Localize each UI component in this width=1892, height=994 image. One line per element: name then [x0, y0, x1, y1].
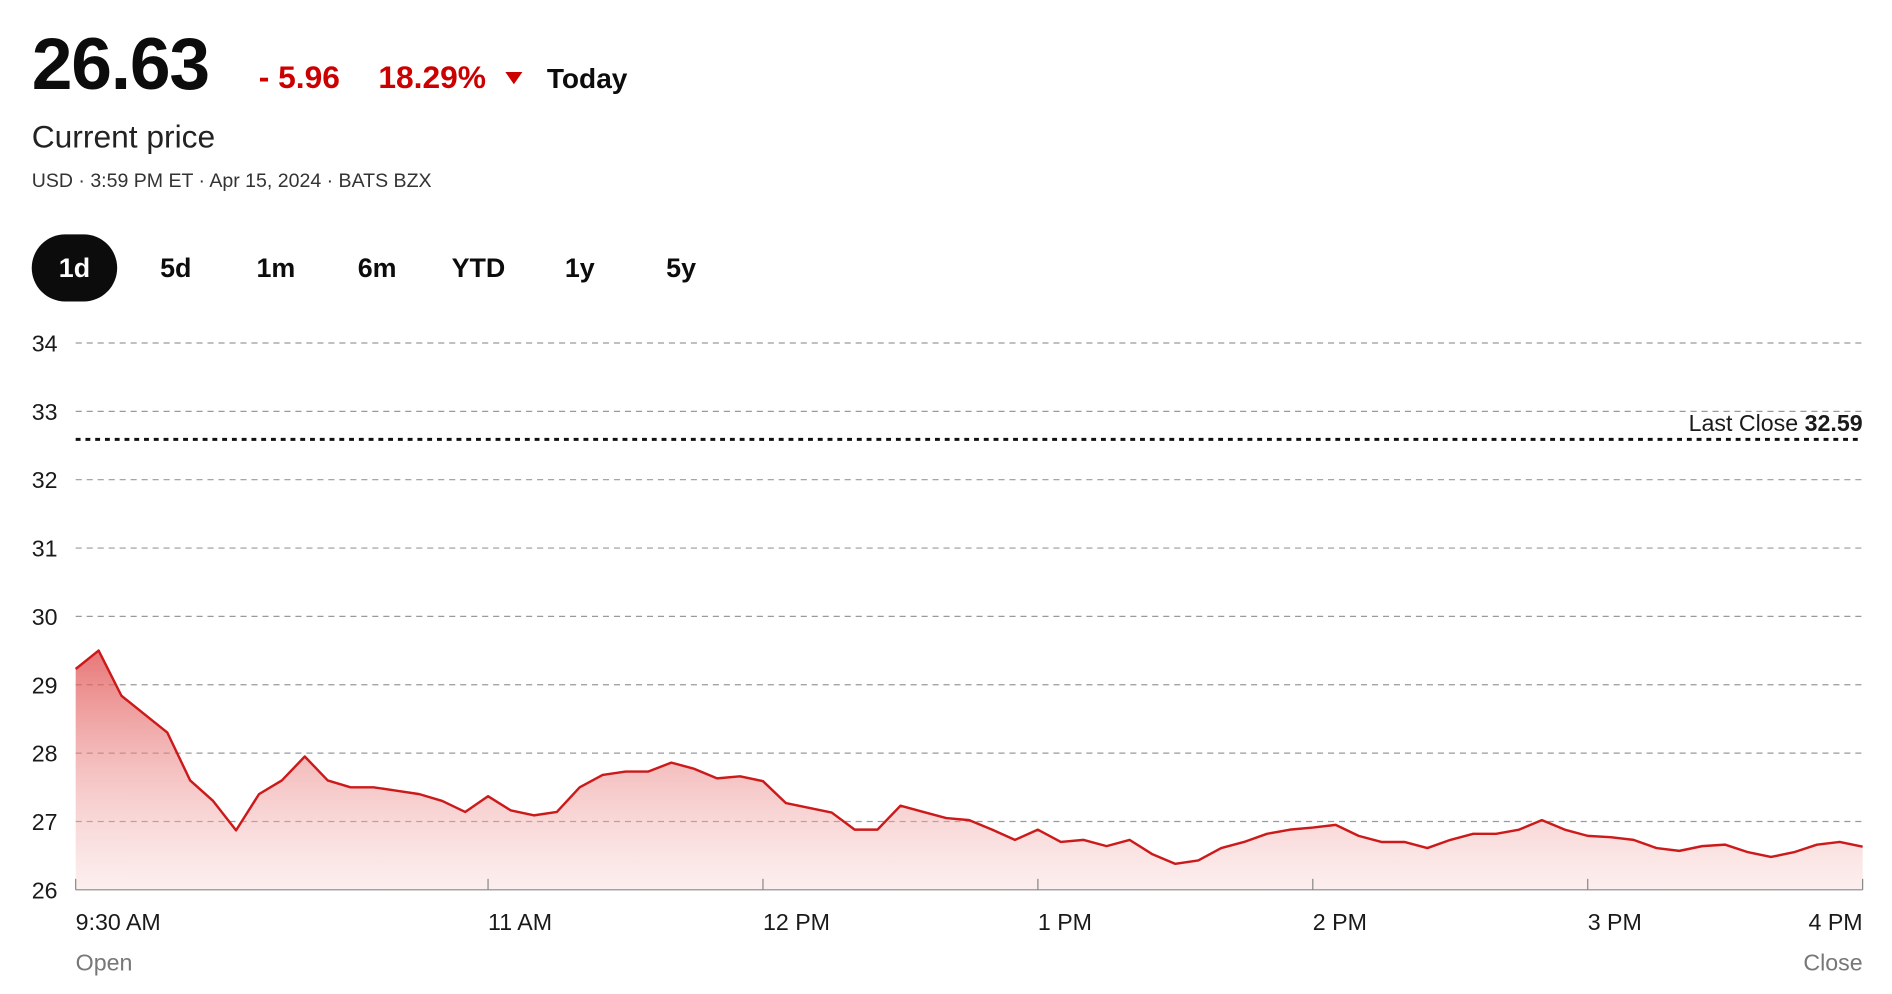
subtitle: Current price — [31, 118, 216, 156]
line — [74, 649, 1863, 866]
y-tick-label: 34 — [32, 331, 58, 357]
range-button[interactable]: 1d — [31, 234, 118, 302]
x-tick-label: 12 PM — [763, 909, 830, 935]
down-arrow — [505, 72, 523, 85]
range-button[interactable]: YTD — [451, 252, 506, 283]
change-percent: 18.29% — [378, 58, 487, 96]
range-button[interactable]: 1m — [256, 252, 296, 283]
change: - 5.96 — [258, 58, 340, 96]
price: 26.63 — [31, 23, 210, 105]
area — [75, 650, 1863, 890]
x-tick-label: 2 PM — [1313, 909, 1367, 935]
y-tick-label: 26 — [32, 877, 58, 903]
x-tick-label: 1 PM — [1038, 909, 1092, 935]
y-tick-label: 27 — [32, 809, 58, 835]
y-tick-label: 33 — [32, 399, 58, 425]
x-tick-label: 3 PM — [1588, 909, 1642, 935]
range-button[interactable]: 1y — [564, 252, 595, 283]
last-close-value: 32.59 — [1805, 410, 1863, 436]
y-tick-label: 31 — [32, 536, 58, 562]
period: Today — [546, 62, 628, 94]
x-tick-label: 11 AM — [488, 909, 552, 935]
x-tick-label: 9:30 AM — [76, 909, 161, 935]
range-button[interactable]: 5d — [160, 252, 192, 283]
y-tick-label: 28 — [32, 741, 58, 767]
range-button[interactable]: 6m — [357, 252, 397, 283]
range-button[interactable]: 5y — [666, 252, 697, 283]
open-label: Open — [76, 949, 133, 975]
last-close-label: Last Close 32.59 — [1689, 410, 1863, 436]
y-tick-label: 30 — [32, 604, 58, 630]
y-tick-label: 32 — [32, 467, 58, 493]
close-label: Close — [1803, 949, 1862, 975]
last-close-text: Last Close — [1689, 410, 1799, 436]
meta: USD · 3:59 PM ET · Apr 15, 2024 · BATS B… — [31, 170, 432, 192]
x-tick-label: 4 PM — [1809, 909, 1863, 935]
y-tick-label: 29 — [32, 672, 58, 698]
